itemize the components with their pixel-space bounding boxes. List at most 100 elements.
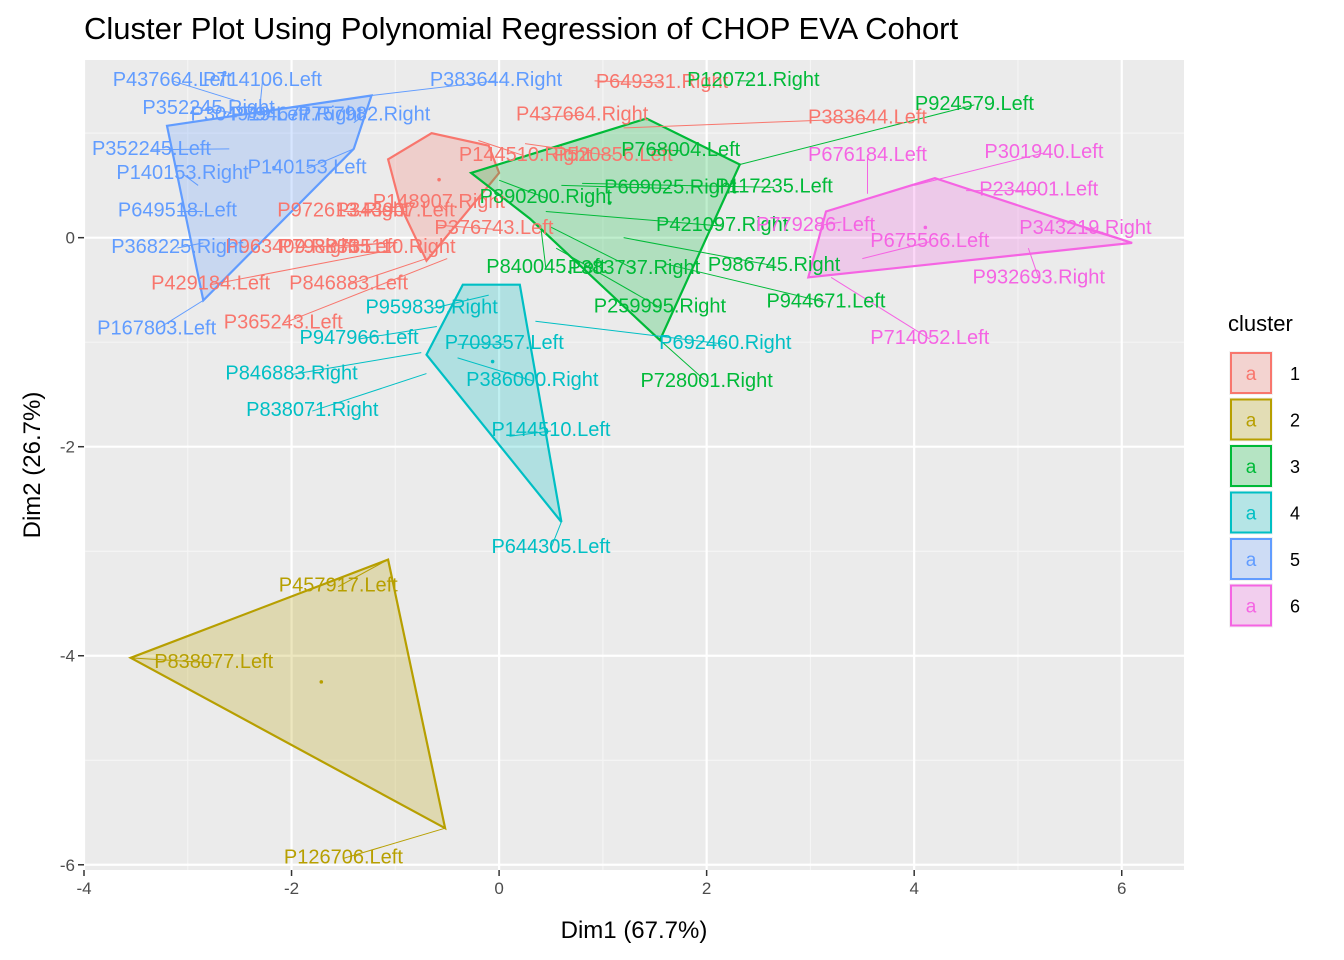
cluster-centers <box>272 165 928 684</box>
cluster-center-5 <box>272 165 276 170</box>
x-tick-label: 0 <box>494 879 503 898</box>
y-tick-label: -2 <box>60 438 75 457</box>
cluster-hull-2 <box>128 558 447 831</box>
legend-label-5: 5 <box>1290 550 1300 570</box>
point-label: P728001.Right <box>640 370 773 392</box>
legend-title: cluster <box>1228 311 1293 336</box>
label-connector <box>156 299 204 330</box>
legend-key-bg <box>1229 490 1273 535</box>
label-connector <box>665 263 827 303</box>
x-tick-label: 6 <box>1117 879 1126 898</box>
label-connector <box>457 357 533 382</box>
label-connector <box>1027 247 1040 279</box>
point-label: P947966.Left <box>300 327 419 349</box>
point-label: P846883.Right <box>225 363 358 385</box>
point-label: P794677.Right <box>231 103 364 125</box>
label-connector <box>659 339 707 383</box>
label-connector <box>130 657 214 664</box>
label-connector <box>348 258 427 286</box>
legend-label-4: 4 <box>1290 504 1300 524</box>
legend-key-5 <box>1230 538 1272 580</box>
cluster-center-3 <box>607 201 612 205</box>
x-tick-label: -4 <box>76 879 91 898</box>
legend-key-bg <box>1229 444 1273 488</box>
label-connector <box>555 247 661 309</box>
label-connector <box>561 184 671 189</box>
label-connector <box>283 258 448 324</box>
point-label: P838077.Left <box>154 651 273 673</box>
legend-label-2: 2 <box>1290 411 1300 431</box>
label-connector <box>550 226 635 270</box>
cluster-hull-1 <box>386 132 501 263</box>
label-connector <box>172 80 240 103</box>
point-label: P520856.Left <box>554 144 673 166</box>
label-connector <box>371 80 497 97</box>
plot-panel <box>84 60 1184 870</box>
label-connector <box>498 179 546 199</box>
label-connector <box>535 114 583 118</box>
label-connector <box>550 521 562 549</box>
label-connector <box>739 104 975 166</box>
legend-key-4 <box>1230 491 1272 534</box>
label-connector <box>436 224 494 230</box>
y-tick-label: 0 <box>66 229 75 248</box>
label-connector <box>208 108 230 113</box>
point-label: P676184.Left <box>808 144 927 166</box>
label-connector <box>1085 228 1133 244</box>
legend-label-1: 1 <box>1290 364 1300 384</box>
label-connector <box>815 221 842 227</box>
chart-title: Cluster Plot Using Polynomial Regression… <box>84 11 959 46</box>
legend-label-6: 6 <box>1290 597 1300 617</box>
legend-key-letter: a <box>1246 457 1257 478</box>
point-label: P148907.Right <box>373 191 506 213</box>
legend-key-bg <box>1229 583 1273 628</box>
point-label: P714106.Left <box>203 69 322 91</box>
label-connector <box>914 152 1045 186</box>
point-label: P649331.Right <box>596 71 729 93</box>
point-label: P768004.Left <box>621 139 740 161</box>
legend: cluster a 1 a 2 a 3 a 4 a 5 a 6 <box>1228 311 1300 628</box>
label-connector <box>478 140 526 157</box>
y-axis-title: Dim2 (26.7%) <box>19 392 46 539</box>
cluster-center-1 <box>437 177 441 182</box>
label-connector <box>343 827 446 859</box>
label-connector <box>509 430 552 437</box>
point-label: P709357.Left <box>445 332 564 354</box>
legend-key-letter: a <box>1246 504 1257 525</box>
label-connector <box>182 173 199 186</box>
legend-key-bg <box>1229 351 1273 395</box>
point-label: P383737.Right <box>568 257 701 279</box>
minor-gridlines <box>84 60 1184 870</box>
cluster-hull-6 <box>806 176 1133 279</box>
point-label: P846883.Left <box>289 273 408 295</box>
point-label: P126706.Left <box>284 846 403 868</box>
point-label: P167803.Left <box>97 318 216 340</box>
point-label: P117235.Left <box>715 175 833 197</box>
y-tick-label: -4 <box>60 647 75 666</box>
point-label: P144510.Right <box>459 144 592 166</box>
label-connector <box>177 242 204 249</box>
label-connector <box>535 320 726 345</box>
point-label: P692460.Right <box>659 332 792 354</box>
point-label: P304919.Left <box>191 103 310 125</box>
y-tick-label: -6 <box>60 856 75 875</box>
point-label: P259995.Right <box>594 296 727 318</box>
point-label: P234001.Left <box>979 179 1098 201</box>
legend-key-letter: a <box>1246 550 1257 571</box>
label-connector <box>438 202 448 212</box>
point-label: P924579.Left <box>915 93 1034 115</box>
x-tick-label: 2 <box>702 879 711 898</box>
point-label: P368225.Right <box>111 236 244 258</box>
label-connector <box>540 225 547 268</box>
legend-key-bg <box>1229 537 1273 581</box>
point-label: P343907.Left <box>336 199 455 221</box>
label-connector <box>623 117 868 129</box>
point-label: P457917.Left <box>279 575 398 597</box>
label-connector <box>338 242 385 249</box>
point-label: P840045.Left <box>486 256 605 278</box>
point-label: P343219.Right <box>1019 217 1152 239</box>
point-label: P365243.Left <box>224 311 343 333</box>
point-label: P644305.Left <box>491 536 610 558</box>
point-label: P986745.Right <box>708 254 841 276</box>
